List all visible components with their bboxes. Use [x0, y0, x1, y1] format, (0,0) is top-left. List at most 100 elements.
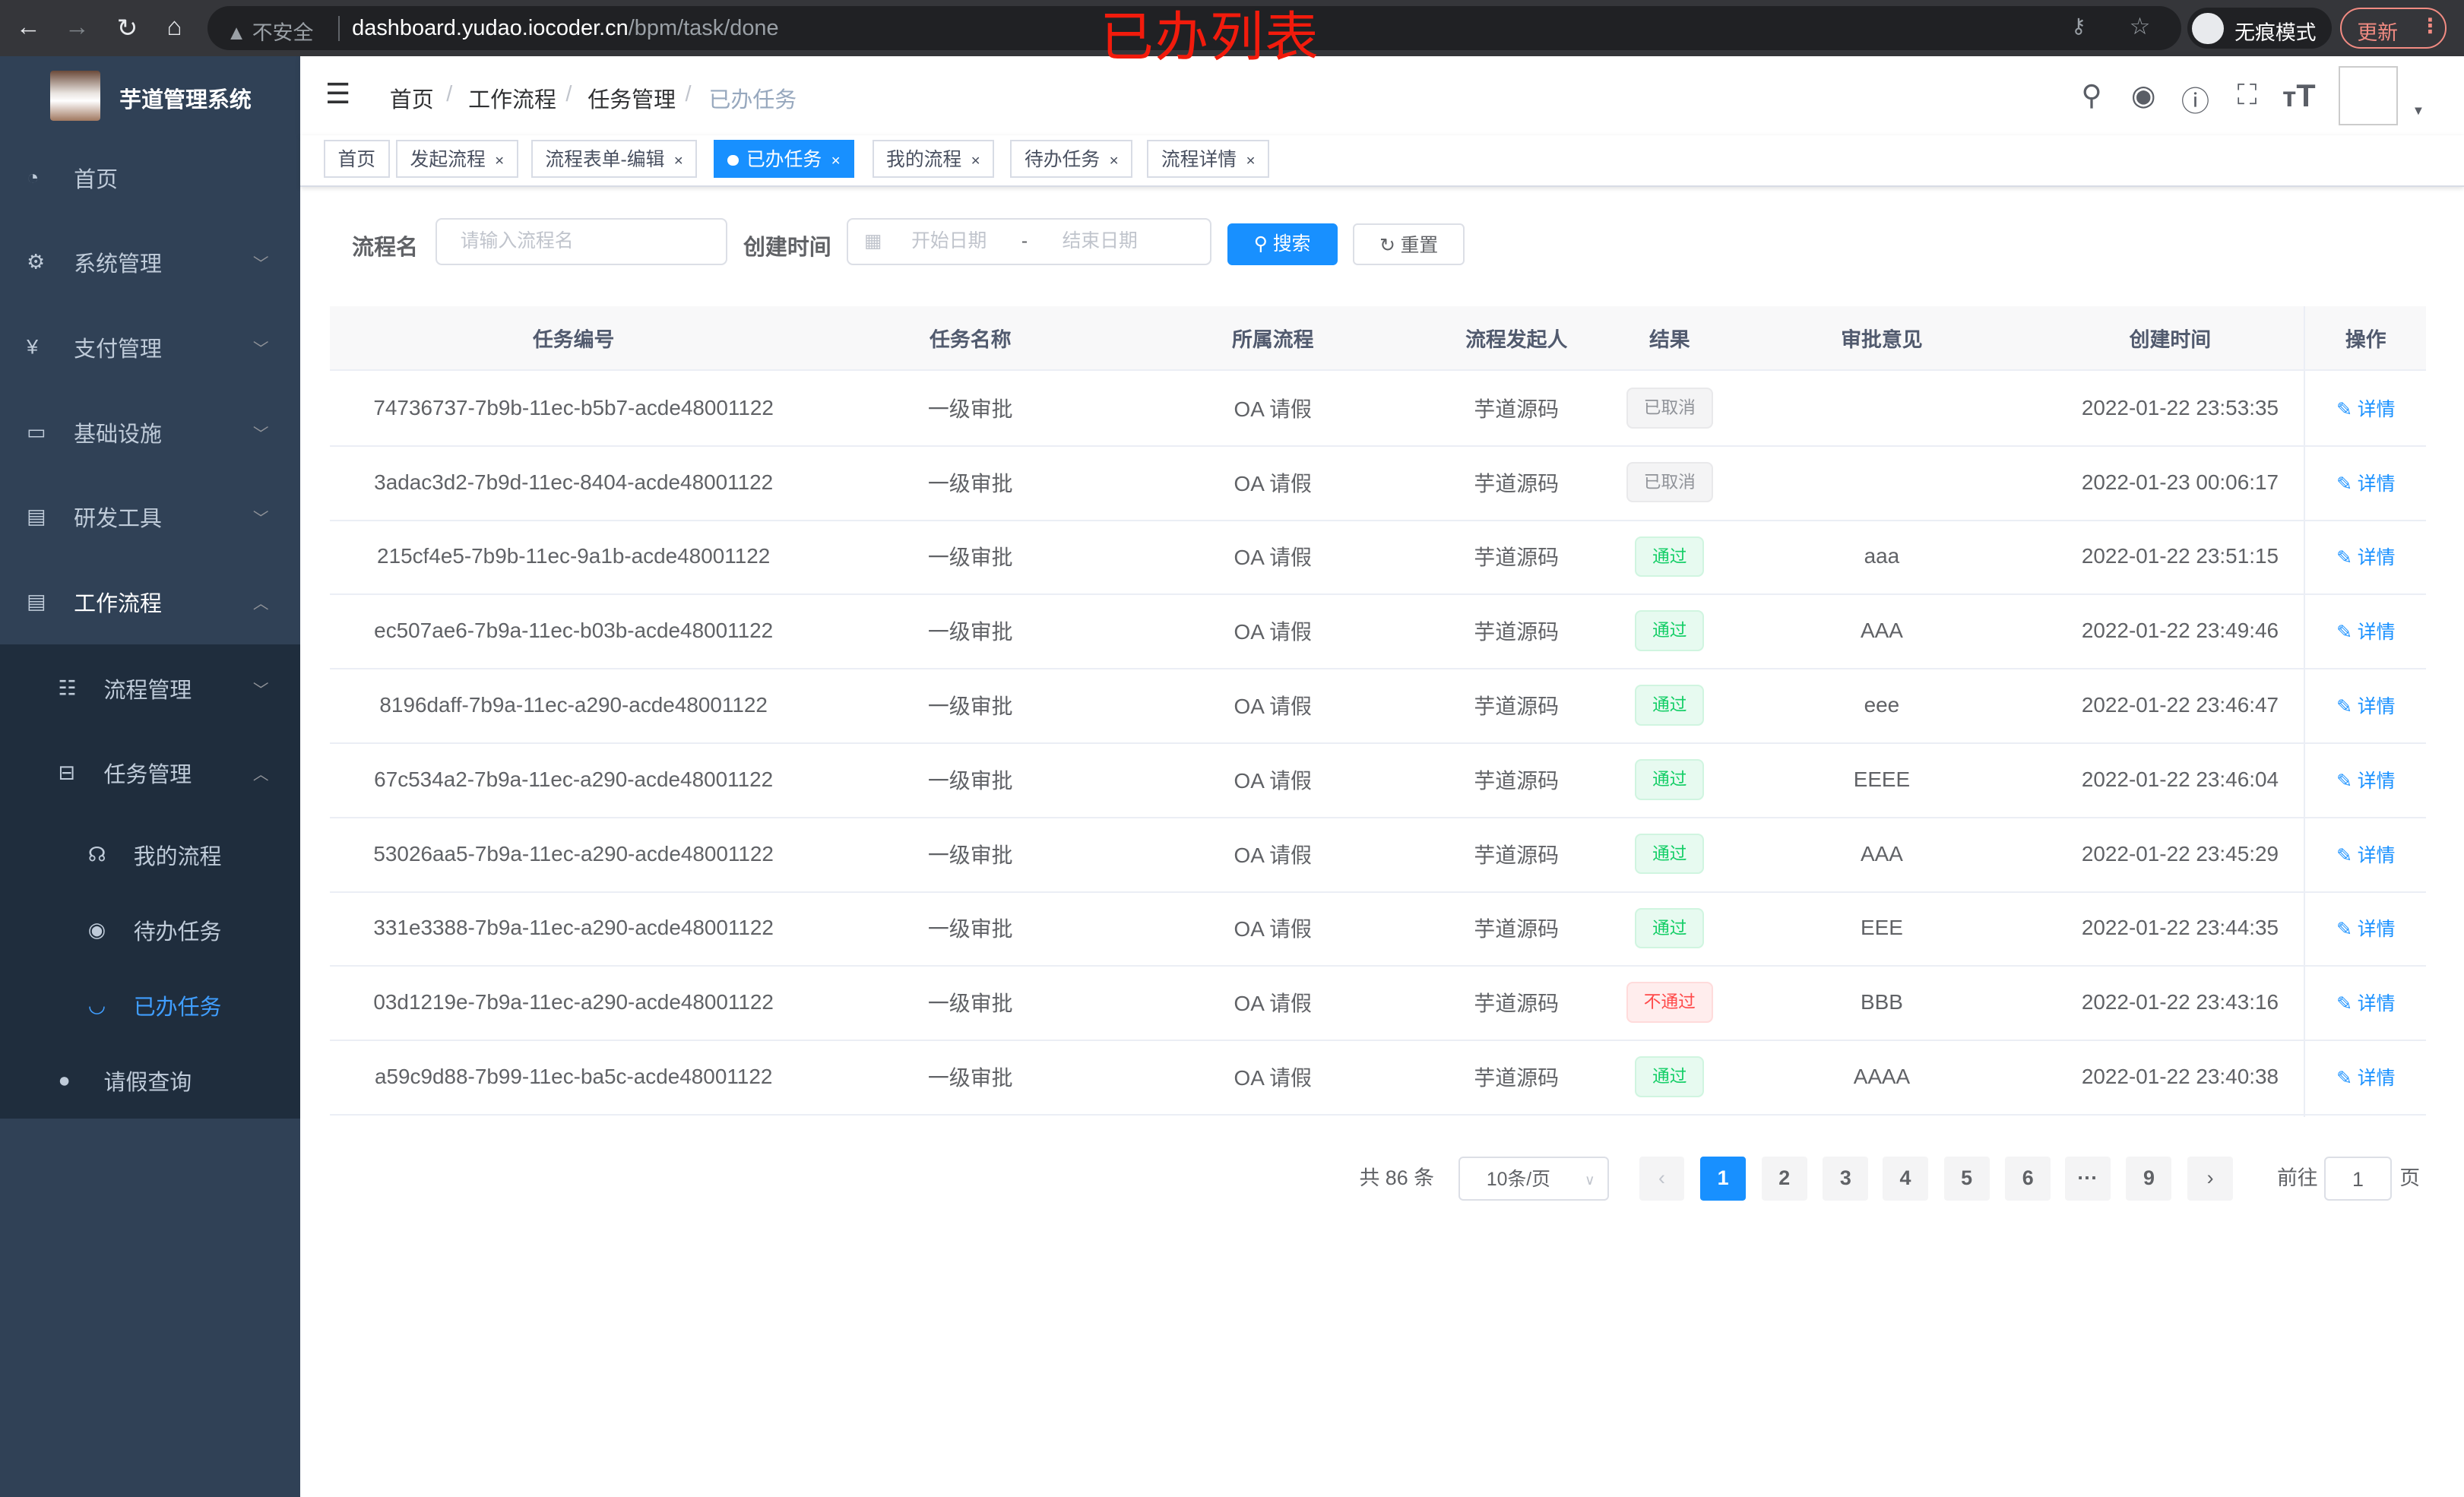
page-button-6[interactable]: 6 — [2005, 1156, 2051, 1201]
update-label: 更新 — [2357, 21, 2399, 44]
detail-button[interactable]: ✎ 详情 — [2336, 394, 2395, 422]
detail-button[interactable]: ✎ 详情 — [2336, 766, 2395, 793]
cell-text: OA 请假 — [1234, 843, 1312, 867]
sidebar-item-4[interactable]: ▤ 研发工具 ﹀ — [0, 474, 300, 559]
prev-page-button[interactable]: ‹ — [1639, 1156, 1685, 1201]
github-icon[interactable]: ◉ — [2130, 79, 2156, 112]
font-size-icon[interactable]: тT — [2282, 78, 2316, 114]
detail-button[interactable]: ✎ 详情 — [2336, 914, 2395, 942]
caret-down-icon[interactable]: ▼ — [2412, 103, 2425, 119]
key-icon[interactable]: ⚷ — [2071, 14, 2086, 37]
hamburger-icon[interactable]: ☰ — [325, 78, 351, 110]
cell-text: 74736737-7b9b-11ec-b5b7-acde48001122 — [373, 395, 774, 419]
tag-4[interactable]: 我的流程 × — [872, 140, 995, 178]
start-date-input[interactable]: 开始日期 — [911, 231, 987, 252]
detail-button[interactable]: ✎ 详情 — [2336, 989, 2395, 1016]
sidebar-item-3[interactable]: ▭ 基础设施 ﹀ — [0, 390, 300, 475]
close-icon[interactable]: × — [673, 152, 683, 169]
cell-text: 2022-01-23 00:06:17 — [2081, 470, 2279, 494]
cell-process: OA 请假 — [1123, 520, 1422, 594]
reload-icon[interactable]: ↻ — [116, 14, 138, 43]
back-icon[interactable]: ← — [15, 12, 41, 41]
detail-button[interactable]: ✎ 详情 — [2336, 617, 2395, 644]
search-icon: ⚲ — [1253, 233, 1273, 255]
close-icon[interactable]: × — [1246, 152, 1256, 169]
cell-process: OA 请假 — [1123, 668, 1422, 742]
tag-5[interactable]: 待办任务 × — [1010, 140, 1133, 178]
page-button-5[interactable]: 5 — [1943, 1156, 1990, 1201]
end-date-input[interactable]: 结束日期 — [1062, 231, 1138, 252]
detail-button[interactable]: ✎ 详情 — [2336, 692, 2395, 719]
column-header: 审批意见 — [1841, 328, 1923, 352]
more-icon[interactable]: ⋮ — [2420, 14, 2440, 37]
avatar[interactable] — [2338, 65, 2398, 126]
tag-0[interactable]: 首页 — [323, 140, 390, 178]
detail-button[interactable]: ✎ 详情 — [2336, 1063, 2395, 1090]
security-warning[interactable]: ▲ 不安全 — [226, 16, 314, 46]
page-button-4[interactable]: 4 — [1882, 1156, 1928, 1201]
page-button-···[interactable]: ··· — [2064, 1156, 2111, 1201]
tag-2[interactable]: 流程表单-编辑 × — [530, 140, 698, 178]
cell-text: 一级审批 — [927, 843, 1013, 867]
submenu-item-1[interactable]: ◉ 待办任务 — [0, 892, 300, 967]
fullscreen-icon[interactable]: ⛶ — [2237, 78, 2257, 111]
detail-label: 详情 — [2357, 845, 2396, 866]
breadcrumb-item[interactable]: 首页 — [389, 87, 434, 112]
cell-starter: 芋道源码 — [1422, 1040, 1610, 1114]
page-button-3[interactable]: 3 — [1823, 1156, 1869, 1201]
reset-button[interactable]: ↻ 重置 — [1353, 223, 1465, 266]
submenu-background — [0, 644, 300, 1119]
cell-text: 一级审批 — [927, 768, 1013, 793]
submenu-item-1[interactable]: ⊟ 任务管理 ︿ — [0, 730, 300, 815]
sidebar-item-5[interactable]: ▤ 工作流程 ︿ — [0, 559, 300, 644]
process-name-input[interactable]: 请输入流程名 — [435, 218, 728, 266]
sidebar-item-leave-query[interactable]: ● 请假查询 — [0, 1043, 300, 1119]
cell-text: 芋道源码 — [1474, 471, 1560, 495]
goto-label: 前往 — [2276, 1166, 2318, 1189]
submenu-item-0[interactable]: ☊ 我的流程 — [0, 817, 300, 892]
submenu-item-2[interactable]: ◡ 已办任务 — [0, 968, 300, 1043]
next-page-button[interactable]: › — [2187, 1156, 2234, 1201]
forward-icon[interactable]: → — [64, 12, 90, 41]
search-icon[interactable]: ⚲ — [2081, 79, 2102, 112]
goto-page-input[interactable]: 1 — [2323, 1156, 2392, 1201]
close-icon[interactable]: × — [1109, 152, 1119, 169]
page-button-9[interactable]: 9 — [2126, 1156, 2172, 1201]
page-button-2[interactable]: 2 — [1761, 1156, 1807, 1201]
address-bar[interactable]: ▲ 不安全 dashboard.yudao.iocoder.cn/bpm/tas… — [207, 6, 2181, 51]
detail-button[interactable]: ✎ 详情 — [2336, 840, 2395, 868]
sidebar-item-label: 研发工具 — [74, 507, 162, 532]
date-range-picker[interactable]: ▦ 开始日期 - 结束日期 — [847, 218, 1212, 266]
breadcrumb-item[interactable]: 工作流程 — [468, 87, 556, 112]
close-icon[interactable]: × — [831, 152, 841, 169]
sidebar-item-2[interactable]: ¥ 支付管理 ﹀ — [0, 305, 300, 390]
detail-label: 详情 — [2357, 697, 2396, 718]
help-icon[interactable]: ⓘ — [2181, 85, 2210, 118]
incognito-badge[interactable]: 无痕模式 — [2187, 8, 2333, 49]
star-icon[interactable]: ☆ — [2129, 12, 2151, 40]
close-icon[interactable]: × — [495, 152, 505, 169]
chevron-down-icon: ﹀ — [252, 425, 269, 443]
close-icon[interactable]: × — [971, 152, 980, 169]
page-size-select[interactable]: 10条/页 ∨ — [1458, 1156, 1610, 1201]
navbar: ☰ 首页 / 工作流程 / 任务管理 / 已办任务 ⚲ ◉ ⓘ ⛶ тT ▼ — [299, 56, 2464, 135]
update-button[interactable]: 更新 ⋮ — [2339, 8, 2447, 49]
tag-3[interactable]: 已办任务 × — [713, 140, 855, 178]
home-icon[interactable]: ⌂ — [166, 12, 182, 41]
detail-button[interactable]: ✎ 详情 — [2336, 469, 2395, 496]
submenu-item-label: 我的流程 — [133, 844, 222, 869]
detail-button[interactable]: ✎ 详情 — [2336, 543, 2395, 570]
page-button-1[interactable]: 1 — [1700, 1156, 1747, 1201]
tag-1[interactable]: 发起流程 × — [396, 140, 518, 178]
cell-text: OA 请假 — [1234, 695, 1312, 719]
eye-icon: ◉ — [87, 918, 106, 942]
sidebar-item-0[interactable]: ◔ 首页 — [0, 135, 300, 220]
breadcrumb-item[interactable]: 任务管理 — [587, 87, 676, 112]
tag-6[interactable]: 流程详情 × — [1147, 140, 1270, 178]
cell-text: 215cf4e5-7b9b-11ec-9a1b-acde48001122 — [377, 544, 771, 568]
cell-text: OA 请假 — [1234, 992, 1312, 1016]
search-button[interactable]: ⚲ 搜索 — [1227, 223, 1338, 266]
submenu-item-0[interactable]: ☷ 流程管理 ﹀ — [0, 646, 300, 731]
sidebar-item-1[interactable]: ⚙ 系统管理 ﹀ — [0, 220, 300, 305]
cell-text: 2022-01-22 23:53:35 — [2081, 395, 2279, 419]
